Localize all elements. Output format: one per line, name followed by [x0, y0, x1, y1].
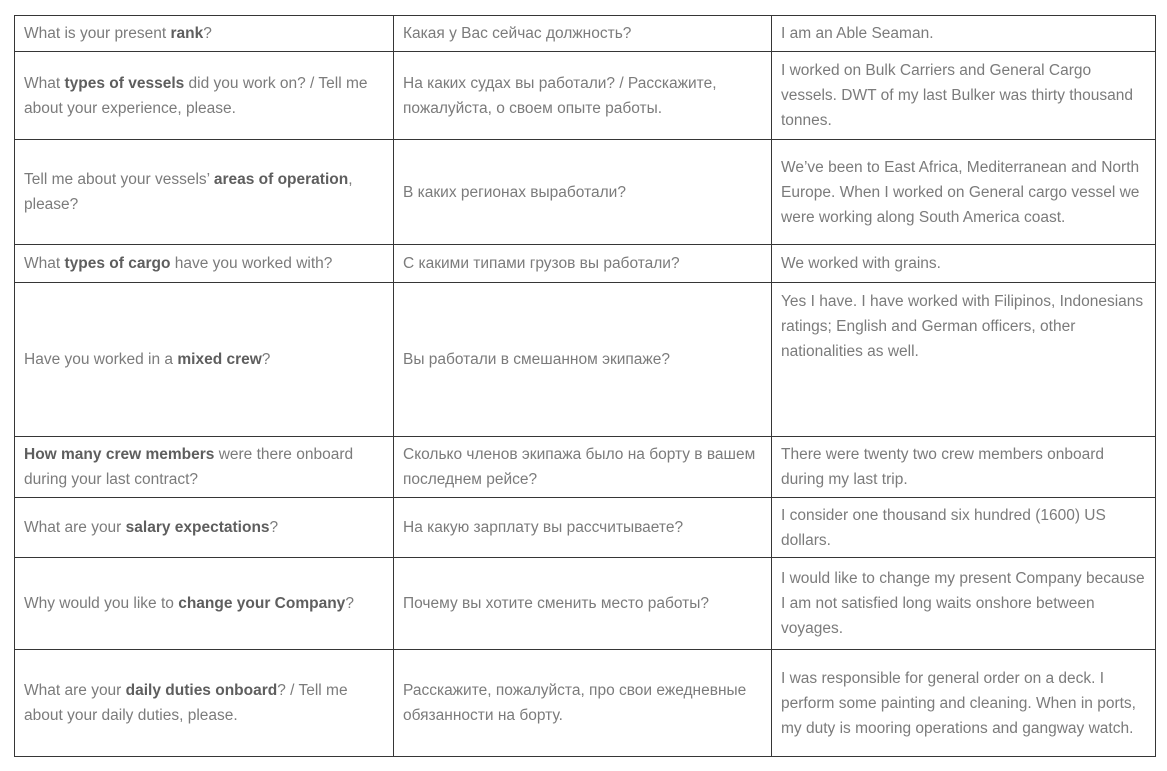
table-row: What are your salary expectations? На ка… — [14, 497, 1156, 558]
translation-cell: Сколько членов экипажа было на борту в в… — [393, 436, 772, 498]
translation-cell: На какую зарплату вы рассчитываете? — [393, 497, 772, 558]
question-text: What — [24, 74, 65, 92]
question-text: did you work on? / Tell me about your ex… — [24, 74, 368, 117]
question-text: were there onboard during your last cont… — [24, 446, 354, 488]
translation-cell: В каких регионах выработали? — [393, 139, 772, 245]
question-cell: What is your present rank? — [14, 15, 394, 52]
translation-cell: Почему вы хотите сменить место работы? — [393, 557, 772, 650]
answer-cell: We’ve been to East Africa, Mediterranean… — [771, 139, 1156, 245]
question-cell: Why would you like to change your Compan… — [14, 557, 394, 650]
translation-cell: С какими типами грузов вы работали? — [393, 244, 772, 283]
question-text: What is your present — [24, 25, 171, 42]
question-text: Have you worked in a — [24, 351, 178, 368]
table-row: What is your present rank? Какая у Вас с… — [14, 15, 1156, 52]
table-row: How many crew members were there onboard… — [14, 436, 1156, 498]
question-bold-text: types of vessels — [64, 74, 185, 92]
question-text: ? — [269, 519, 279, 536]
answer-cell: I consider one thousand six hundred (160… — [771, 497, 1156, 558]
question-cell: Have you worked in a mixed crew? — [14, 282, 394, 437]
question-cell: Tell me about your vessels’ areas of ope… — [14, 139, 394, 245]
question-cell: What types of cargo have you worked with… — [14, 244, 394, 283]
question-bold-text: rank — [170, 25, 204, 42]
question-text: , please? — [24, 171, 353, 213]
question-text: Why would you like to — [24, 595, 179, 612]
question-text: What are your — [24, 682, 126, 699]
interview-qa-table: What is your present rank? Какая у Вас с… — [14, 15, 1156, 757]
question-cell: What types of vessels did you work on? /… — [14, 51, 394, 140]
answer-cell: I was responsible for general order on a… — [771, 649, 1156, 757]
answer-cell: I worked on Bulk Carriers and General Ca… — [771, 51, 1156, 140]
question-text: What are your — [24, 519, 126, 536]
question-text: ? — [203, 25, 212, 42]
answer-cell: There were twenty two crew members onboa… — [771, 436, 1156, 498]
question-text: ? / Tell me about your daily duties, ple… — [24, 682, 348, 724]
answer-cell: I would like to change my present Compan… — [771, 557, 1156, 650]
translation-cell: Какая у Вас сейчас должность? — [393, 15, 772, 52]
table-row: Why would you like to change your Compan… — [14, 557, 1156, 650]
translation-cell: Вы работали в смешанном экипаже? — [393, 282, 772, 437]
question-text: ? — [261, 351, 271, 368]
question-bold-text: areas of operation — [213, 171, 349, 188]
answer-cell: We worked with grains. — [771, 244, 1156, 283]
question-cell: What are your daily duties onboard? / Te… — [14, 649, 394, 757]
question-cell: What are your salary expectations? — [14, 497, 394, 558]
question-text: What — [24, 255, 65, 272]
question-text: Tell me about your vessels’ — [24, 171, 214, 188]
table-row: Have you worked in a mixed crew? Вы рабо… — [14, 282, 1156, 437]
question-bold-text: How many crew members — [24, 446, 215, 463]
question-text: have you worked with? — [170, 255, 333, 272]
question-text: ? — [345, 595, 354, 612]
question-bold-text: daily duties onboard — [125, 682, 278, 699]
translation-cell: На каких судах вы работали? / Расскажите… — [393, 51, 772, 140]
table-row: What types of vessels did you work on? /… — [14, 51, 1156, 140]
question-bold-text: salary expectations — [125, 519, 270, 536]
table-row: Tell me about your vessels’ areas of ope… — [14, 139, 1156, 245]
question-bold-text: types of cargo — [64, 255, 171, 272]
answer-cell: I am an Able Seaman. — [771, 15, 1156, 52]
question-cell: How many crew members were there onboard… — [14, 436, 394, 498]
table-body: What is your present rank? Какая у Вас с… — [14, 15, 1156, 757]
table-row: What are your daily duties onboard? / Te… — [14, 649, 1156, 757]
table-row: What types of cargo have you worked with… — [14, 244, 1156, 283]
question-bold-text: mixed crew — [177, 351, 262, 368]
answer-cell: Yes I have. I have worked with Filipinos… — [771, 282, 1156, 437]
translation-cell: Расскажите, пожалуйста, про свои ежеднев… — [393, 649, 772, 757]
question-bold-text: change your Company — [178, 595, 346, 612]
